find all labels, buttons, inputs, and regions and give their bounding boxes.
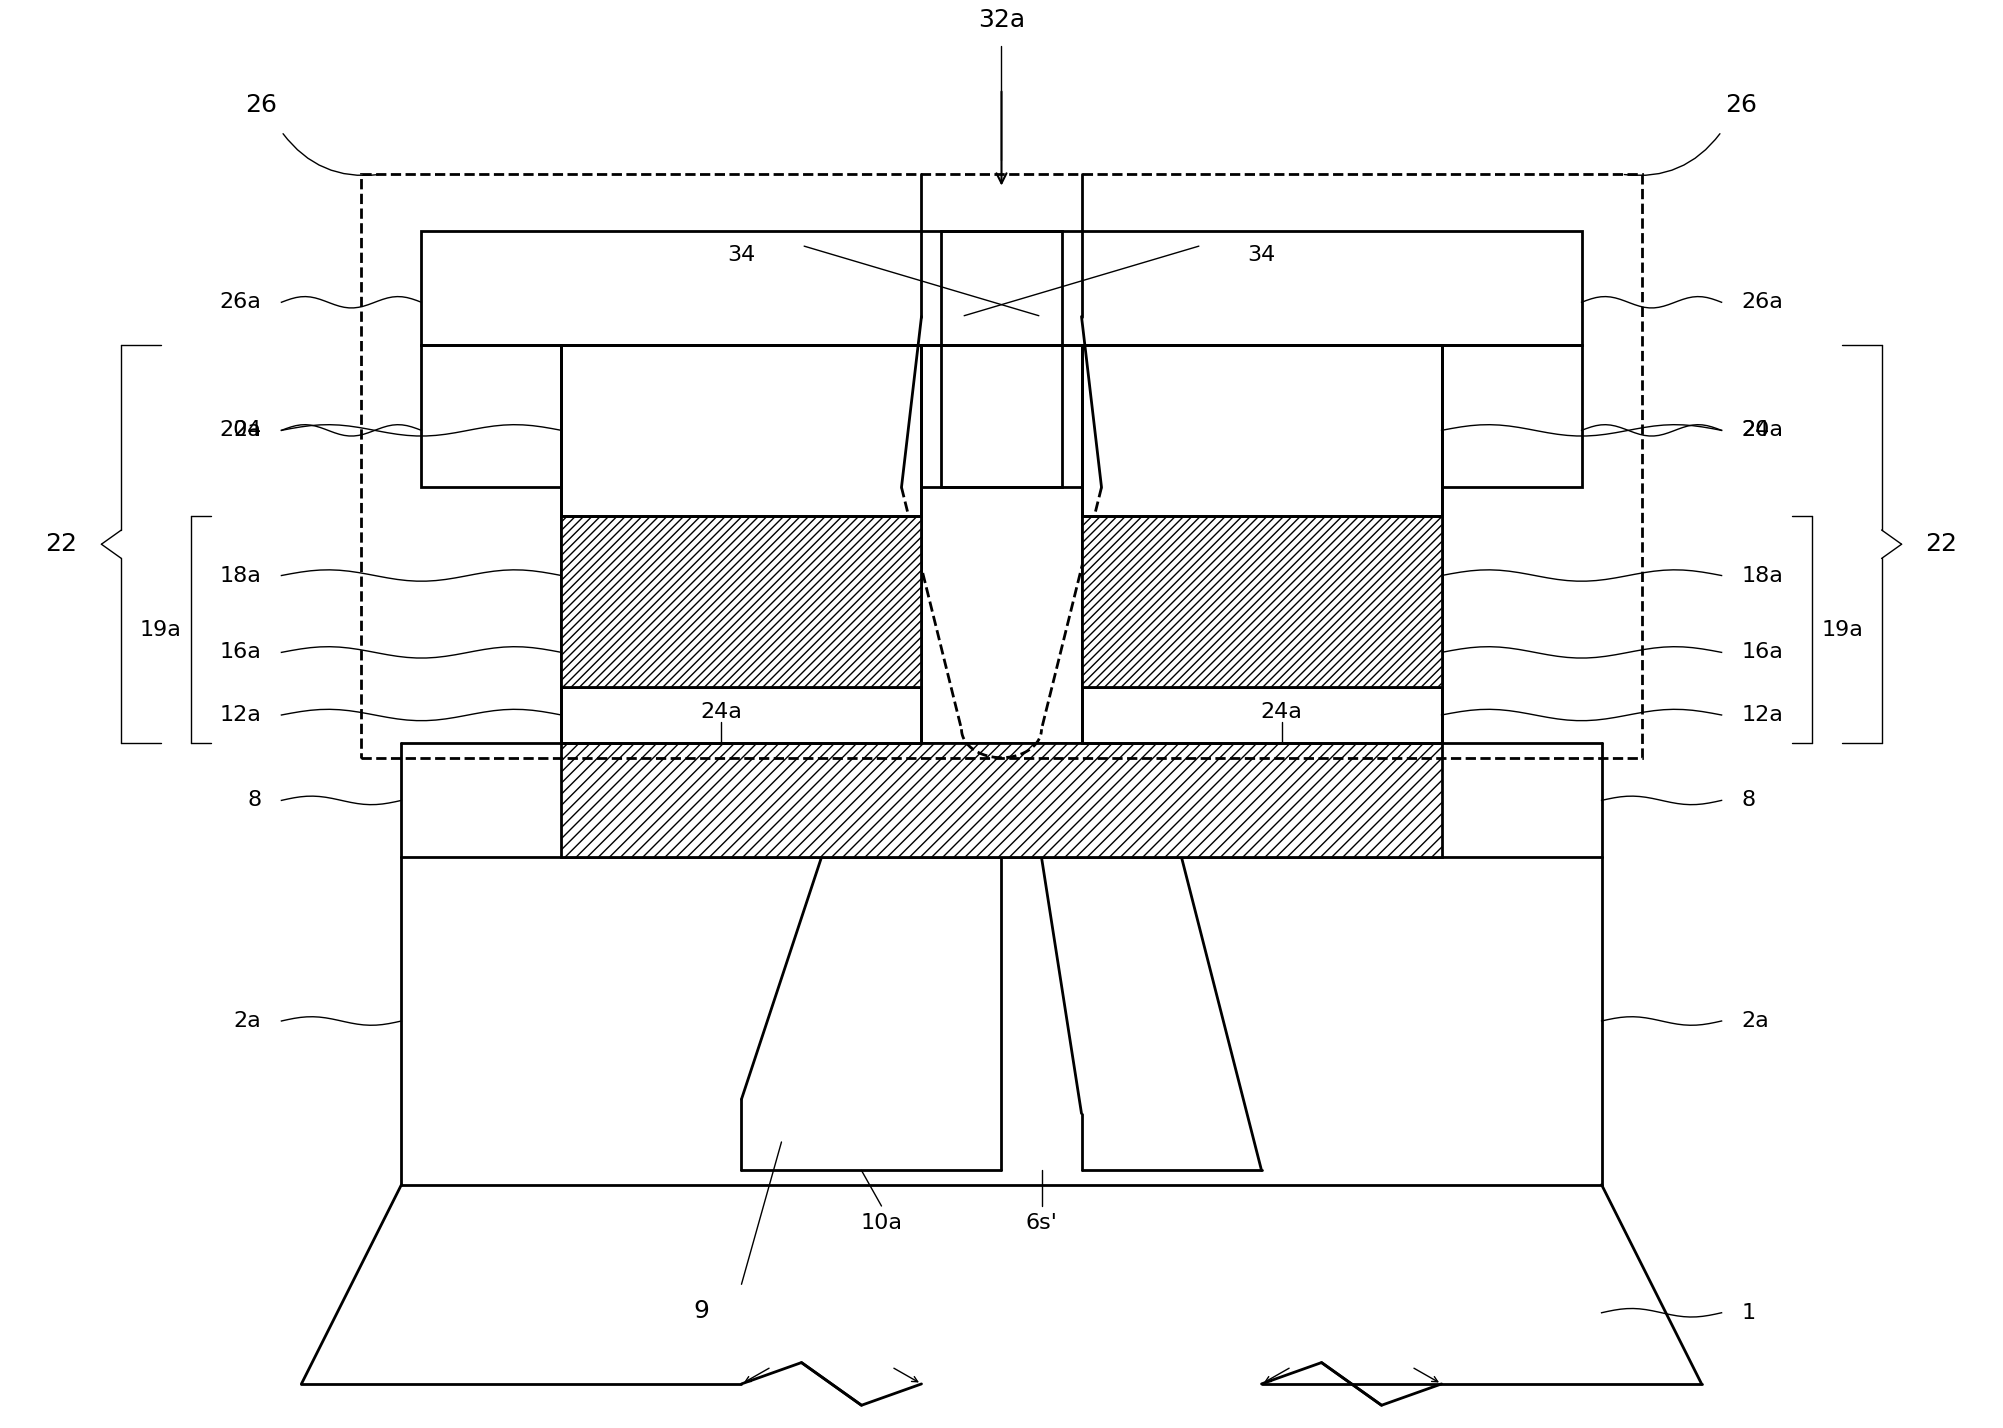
- Bar: [941, 346, 1082, 487]
- Bar: [561, 687, 921, 744]
- Text: 2a: 2a: [234, 1011, 262, 1031]
- Bar: [561, 346, 921, 744]
- Text: 32a: 32a: [977, 9, 1026, 31]
- Bar: [941, 231, 1582, 346]
- Bar: [1442, 346, 1582, 487]
- Bar: [921, 346, 1062, 487]
- Text: 6s': 6s': [1026, 1214, 1058, 1234]
- Text: 34: 34: [1248, 246, 1276, 266]
- Bar: [421, 231, 1062, 346]
- Text: 19a: 19a: [1821, 620, 1863, 640]
- Text: 22: 22: [1925, 533, 1957, 557]
- Text: 24a: 24a: [1260, 703, 1302, 723]
- Bar: [561, 744, 1442, 857]
- Bar: [1082, 346, 1442, 744]
- Text: 26a: 26a: [220, 293, 262, 313]
- Text: 24a: 24a: [701, 703, 743, 723]
- Text: 9: 9: [693, 1298, 709, 1322]
- Text: 12a: 12a: [220, 705, 262, 725]
- Text: 26a: 26a: [1741, 293, 1783, 313]
- Text: 16a: 16a: [220, 643, 262, 663]
- Text: 16a: 16a: [1741, 643, 1783, 663]
- Text: 24: 24: [1741, 420, 1771, 440]
- Text: 24: 24: [232, 420, 262, 440]
- Text: 8: 8: [1741, 790, 1757, 811]
- Text: 12a: 12a: [1741, 705, 1783, 725]
- Text: 34: 34: [727, 246, 755, 266]
- Text: 20a: 20a: [220, 420, 262, 440]
- Text: 22: 22: [46, 533, 78, 557]
- Bar: [1082, 687, 1442, 744]
- Text: 19a: 19a: [140, 620, 182, 640]
- Text: 20a: 20a: [1741, 420, 1783, 440]
- Text: 18a: 18a: [1741, 565, 1783, 585]
- Bar: [561, 346, 921, 516]
- Bar: [361, 174, 1642, 758]
- Text: 26: 26: [246, 93, 278, 117]
- Text: 1: 1: [1741, 1302, 1757, 1322]
- Text: 10a: 10a: [861, 1214, 903, 1234]
- Bar: [561, 516, 921, 687]
- Bar: [1082, 346, 1442, 516]
- Text: 18a: 18a: [220, 565, 262, 585]
- Bar: [1082, 516, 1442, 687]
- Text: 8: 8: [246, 790, 262, 811]
- Text: 26: 26: [1725, 93, 1757, 117]
- Bar: [421, 346, 561, 487]
- Text: 2a: 2a: [1741, 1011, 1769, 1031]
